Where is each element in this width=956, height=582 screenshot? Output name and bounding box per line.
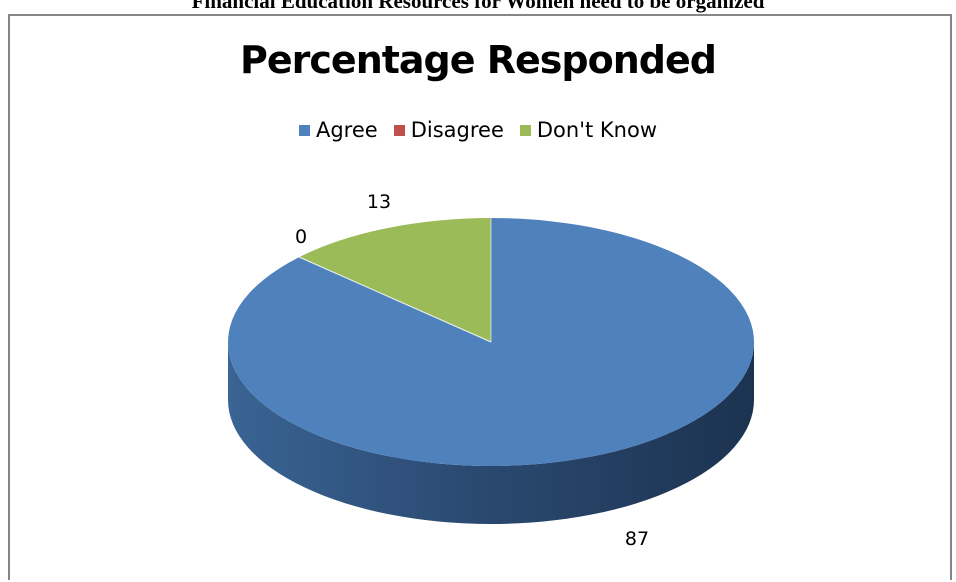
data-label-dont-know: 13 [367, 191, 391, 213]
chart-title: Percentage Responded [240, 38, 717, 82]
legend-label-dont-know: Don't Know [536, 118, 657, 142]
legend-swatch-dont-know [519, 124, 531, 136]
data-label-agree: 87 [625, 528, 649, 550]
chart-legend: Agree Disagree Don't Know [0, 118, 956, 142]
legend-label-disagree: Disagree [410, 118, 504, 142]
page-heading: Financial Education Resources for Women … [191, 0, 765, 13]
data-label-disagree: 0 [295, 226, 307, 248]
legend-item-agree: Agree [298, 118, 378, 142]
legend-item-disagree: Disagree [393, 118, 504, 142]
pie-side-agree [228, 342, 754, 524]
legend-swatch-agree [298, 124, 310, 136]
pie-slice-dont-know [299, 218, 491, 342]
pie-separator-dont-know [299, 256, 492, 343]
legend-label-agree: Agree [315, 118, 378, 142]
legend-swatch-disagree [393, 124, 405, 136]
legend-item-dont-know: Don't Know [519, 118, 657, 142]
